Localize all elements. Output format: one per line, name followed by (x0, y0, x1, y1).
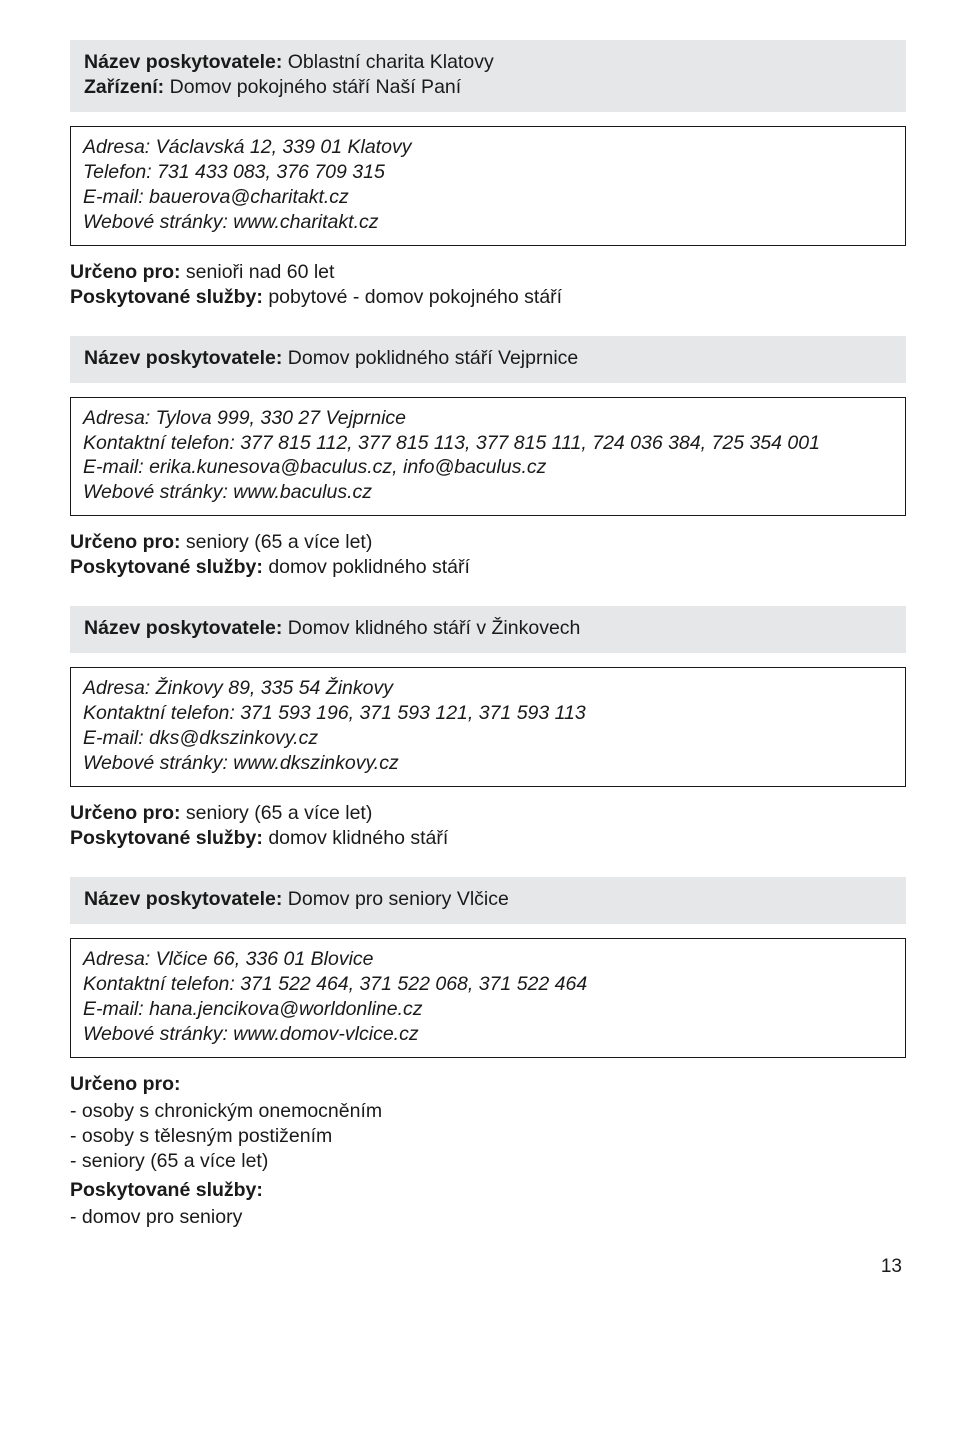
contact-line: Kontaktní telefon: 377 815 112, 377 815 … (83, 431, 893, 456)
header-label: Název poskytovatele: (84, 51, 282, 73)
header-value: Domov pro seniory Vlčice (282, 888, 509, 910)
contact-line: Webové stránky: www.dkszinkovy.cz (83, 751, 893, 776)
header-line: Název poskytovatele: Oblastní charita Kl… (84, 50, 892, 75)
header-value: Oblastní charita Klatovy (282, 51, 493, 73)
header-line: Název poskytovatele: Domov poklidného st… (84, 346, 892, 371)
info-value: senioři nad 60 let (181, 261, 335, 283)
contact-line: Webové stránky: www.charitakt.cz (83, 210, 893, 235)
contact-line: Adresa: Tylova 999, 330 27 Vejprnice (83, 406, 893, 431)
info-line: Určeno pro: senioři nad 60 let (70, 260, 906, 285)
list-item: - osoby s tělesným postižením (70, 1124, 906, 1149)
contact-box: Adresa: Václavská 12, 339 01 Klatovy Tel… (70, 126, 906, 246)
sluzby-list: - domov pro seniory (70, 1205, 906, 1230)
info-value: seniory (65 a více let) (181, 531, 373, 553)
info-value: domov poklidného stáří (263, 556, 470, 578)
provider-header: Název poskytovatele: Domov poklidného st… (70, 336, 906, 383)
header-label: Název poskytovatele: (84, 888, 282, 910)
provider-header: Název poskytovatele: Domov klidného stář… (70, 606, 906, 653)
header-line: Název poskytovatele: Domov klidného stář… (84, 616, 892, 641)
contact-box: Adresa: Tylova 999, 330 27 Vejprnice Kon… (70, 397, 906, 517)
contact-line: Webové stránky: www.baculus.cz (83, 480, 893, 505)
header-label: Název poskytovatele: (84, 347, 282, 369)
info-line: Určeno pro: seniory (65 a více let) (70, 530, 906, 555)
header-line: Zařízení: Domov pokojného stáří Naší Pan… (84, 75, 892, 100)
info-label: Určeno pro: (70, 531, 181, 553)
info-block: Určeno pro: - osoby s chronickým onemocn… (70, 1072, 906, 1230)
info-line: Poskytované služby: domov poklidného stá… (70, 555, 906, 580)
info-line: Poskytované služby: (70, 1178, 906, 1203)
info-label: Určeno pro: (70, 802, 181, 824)
list-item: - domov pro seniory (70, 1205, 906, 1230)
contact-line: E-mail: hana.jencikova@worldonline.cz (83, 997, 893, 1022)
info-line: Poskytované služby: pobytové - domov pok… (70, 285, 906, 310)
info-label: Poskytované služby: (70, 556, 263, 578)
header-label: Název poskytovatele: (84, 617, 282, 639)
contact-line: E-mail: bauerova@charitakt.cz (83, 185, 893, 210)
info-line: Určeno pro: seniory (65 a více let) (70, 801, 906, 826)
contact-line: Adresa: Václavská 12, 339 01 Klatovy (83, 135, 893, 160)
info-line: Poskytované služby: domov klidného stáří (70, 826, 906, 851)
page: Název poskytovatele: Oblastní charita Kl… (0, 0, 960, 1320)
contact-line: Adresa: Žinkovy 89, 335 54 Žinkovy (83, 676, 893, 701)
contact-line: Kontaktní telefon: 371 522 464, 371 522 … (83, 972, 893, 997)
contact-line: Telefon: 731 433 083, 376 709 315 (83, 160, 893, 185)
provider-header: Název poskytovatele: Domov pro seniory V… (70, 877, 906, 924)
info-block: Určeno pro: senioři nad 60 let Poskytova… (70, 260, 906, 310)
header-value: Domov poklidného stáří Vejprnice (282, 347, 578, 369)
list-item: - osoby s chronickým onemocněním (70, 1099, 906, 1124)
page-number: 13 (70, 1255, 906, 1279)
info-label: Poskytované služby: (70, 286, 263, 308)
header-label: Zařízení: (84, 76, 164, 98)
contact-line: E-mail: dks@dkszinkovy.cz (83, 726, 893, 751)
info-value: pobytové - domov pokojného stáří (263, 286, 562, 308)
info-line: Určeno pro: (70, 1072, 906, 1097)
contact-line: E-mail: erika.kunesova@baculus.cz, info@… (83, 455, 893, 480)
contact-line: Webové stránky: www.domov-vlcice.cz (83, 1022, 893, 1047)
info-block: Určeno pro: seniory (65 a více let) Posk… (70, 530, 906, 580)
contact-line: Adresa: Vlčice 66, 336 01 Blovice (83, 947, 893, 972)
info-label: Poskytované služby: (70, 827, 263, 849)
header-value: Domov pokojného stáří Naší Paní (164, 76, 461, 98)
contact-line: Kontaktní telefon: 371 593 196, 371 593 … (83, 701, 893, 726)
header-value: Domov klidného stáří v Žinkovech (282, 617, 580, 639)
info-block: Určeno pro: seniory (65 a více let) Posk… (70, 801, 906, 851)
contact-box: Adresa: Vlčice 66, 336 01 Blovice Kontak… (70, 938, 906, 1058)
info-value: domov klidného stáří (263, 827, 448, 849)
header-line: Název poskytovatele: Domov pro seniory V… (84, 887, 892, 912)
info-label: Poskytované služby: (70, 1179, 263, 1201)
info-label: Určeno pro: (70, 261, 181, 283)
info-label: Určeno pro: (70, 1073, 181, 1095)
provider-header: Název poskytovatele: Oblastní charita Kl… (70, 40, 906, 112)
contact-box: Adresa: Žinkovy 89, 335 54 Žinkovy Konta… (70, 667, 906, 787)
urceno-list: - osoby s chronickým onemocněním - osoby… (70, 1099, 906, 1174)
info-value: seniory (65 a více let) (181, 802, 373, 824)
list-item: - seniory (65 a více let) (70, 1149, 906, 1174)
